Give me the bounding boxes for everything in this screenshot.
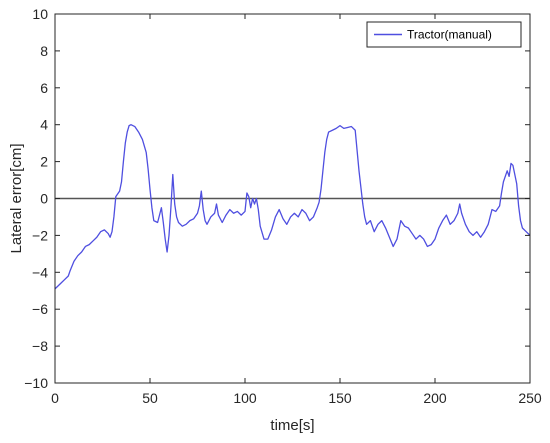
y-tick-label: 4 [40,117,48,133]
y-tick-label: −4 [32,264,48,280]
y-tick-label: −2 [32,227,48,243]
y-tick-label: 8 [40,43,48,59]
y-tick-label: −8 [32,338,48,354]
x-tick-label: 50 [142,390,158,406]
y-tick-label: −10 [24,375,48,391]
x-tick-label: 150 [328,390,352,406]
legend: Tractor(manual) [366,21,522,48]
y-tick-label: 10 [32,6,48,22]
x-tick-label: 250 [518,390,542,406]
y-tick-label: −6 [32,301,48,317]
y-tick-label: 2 [40,154,48,170]
x-tick-label: 200 [423,390,447,406]
legend-label-tractor-manual: Tractor(manual) [407,28,492,42]
x-axis: 0 50 100 150 200 250 [51,14,542,406]
y-tick-label: 0 [40,191,48,207]
x-tick-label: 0 [51,390,59,406]
y-axis-title: Lateral error[cm] [8,143,25,253]
x-axis-title: time[s] [270,417,314,434]
series-line-tractor-manual [54,124,531,290]
y-tick-label: 6 [40,80,48,96]
x-tick-label: 100 [233,390,257,406]
y-axis: −10 −8 −6 −4 −2 0 2 4 6 8 10 [24,6,530,391]
